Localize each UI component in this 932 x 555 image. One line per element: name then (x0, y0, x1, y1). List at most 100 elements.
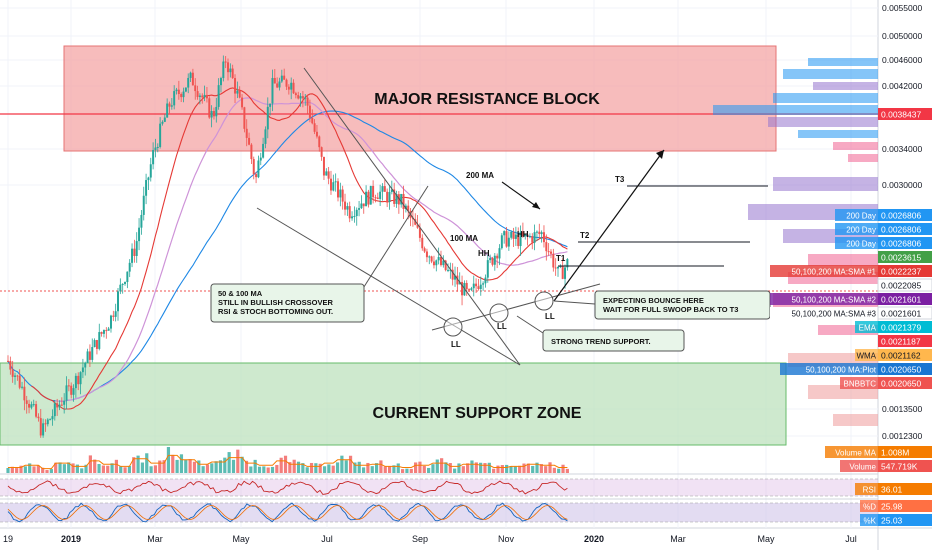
support-zone (0, 362, 787, 446)
candle-body (444, 260, 447, 271)
candle-body (510, 231, 513, 238)
volume-bar (58, 462, 62, 473)
volume-bar (400, 469, 405, 473)
volume-bar (357, 461, 361, 473)
resistance-zone (63, 45, 777, 152)
price-label-bg (878, 349, 932, 361)
volume-bar (348, 455, 353, 473)
candle-body (358, 208, 361, 210)
candle-body (9, 361, 12, 370)
price-label-value: 0.0022085 (881, 281, 921, 291)
price-label-prefix-bg (770, 307, 878, 319)
volume-bar (552, 467, 556, 473)
candle-body (252, 159, 255, 175)
volume-bar (366, 462, 370, 473)
candle-body (147, 177, 150, 181)
candle-body (243, 107, 246, 129)
oscillator-label-bg (878, 500, 932, 512)
price-tick-label: 0.0012300 (882, 431, 922, 441)
candle-body (531, 236, 534, 243)
candle-body (549, 251, 552, 254)
price-tick-label: 0.0055000 (882, 3, 922, 13)
candle-body (212, 111, 215, 117)
candle-body (28, 403, 31, 408)
candle-body (383, 186, 386, 192)
price-tick-label: 0.0042000 (882, 81, 922, 91)
candle-body (91, 347, 94, 360)
volume-bar (6, 468, 10, 473)
candle-body (519, 231, 522, 247)
volume-bar (270, 466, 275, 473)
candle-body (496, 255, 499, 259)
candlesticks (7, 55, 569, 438)
ma200-arrow-head (532, 202, 540, 209)
time-tick-label: Jul (321, 534, 333, 544)
candle-body (79, 372, 82, 385)
price-tick-label: 0.0013500 (882, 404, 922, 414)
volume-bar (67, 462, 71, 473)
candle-body (484, 277, 487, 284)
candle-body (451, 269, 454, 280)
volume-bar (314, 463, 318, 473)
volume-bar (288, 462, 292, 473)
volume-bar (218, 460, 223, 473)
candle-body (238, 90, 241, 98)
candle-body (278, 81, 281, 88)
candle-body (428, 256, 431, 258)
volume-bar (171, 454, 175, 473)
candle-body (482, 283, 485, 285)
oscillator-label-prefix: %D (863, 503, 876, 512)
crossover-note-line-2: STILL IN BULLISH CROSSOVER (218, 298, 333, 307)
candle-body (173, 91, 176, 106)
candle-body (107, 328, 110, 331)
candle-body (46, 419, 49, 425)
candle-body (521, 231, 524, 237)
candle-body (145, 180, 148, 196)
oscillator-label-prefix-bg (860, 500, 878, 512)
candle-body (500, 235, 503, 249)
wedge-lower-line (256, 207, 521, 366)
time-tick-label: 2019 (61, 534, 81, 544)
candle-body (257, 160, 260, 178)
volume-bar (201, 466, 205, 473)
candle-body (468, 289, 471, 291)
volume-bar (509, 466, 513, 473)
price-label-value: 0.0021379 (881, 323, 921, 333)
volume-bar (335, 462, 340, 473)
volume-bar (470, 460, 474, 473)
volume-profile-row (798, 130, 878, 138)
candle-body (325, 171, 328, 176)
candle-body (121, 283, 124, 285)
candle-body (477, 286, 480, 289)
candle-body (430, 256, 433, 262)
price-label-bg (878, 293, 932, 305)
candle-body (264, 129, 267, 144)
bounce-note-line-1: EXPECTING BOUNCE HERE (603, 296, 704, 305)
volume-label-bg (878, 460, 932, 472)
price-label-value: 0.0038437 (881, 110, 921, 120)
volume-bar (505, 464, 509, 473)
volume-bar (561, 464, 565, 473)
volume-bar (344, 460, 348, 473)
candle-body (365, 191, 368, 207)
candle-body (95, 340, 98, 349)
candle-body (42, 423, 45, 436)
volume-bar (236, 449, 240, 473)
volume-bar (244, 460, 249, 473)
volume-bar (80, 468, 84, 473)
price-label-prefix-bg (835, 237, 878, 249)
volume-bar (106, 465, 110, 473)
candle-body (369, 185, 372, 205)
candle-body (210, 111, 213, 118)
trend-note-box (542, 329, 685, 352)
candle-body (442, 260, 445, 266)
candle-body (135, 241, 138, 256)
candle-body (86, 351, 89, 363)
candle-body (435, 260, 438, 266)
price-label-value: 0.0022237 (881, 267, 921, 277)
candle-body (166, 103, 169, 118)
bounce-note-line-2: WAIT FOR FULL SWOOP BACK TO T3 (603, 305, 738, 314)
volume-bar (353, 462, 357, 473)
volume-bar (448, 463, 452, 473)
volume-bar (145, 453, 149, 473)
